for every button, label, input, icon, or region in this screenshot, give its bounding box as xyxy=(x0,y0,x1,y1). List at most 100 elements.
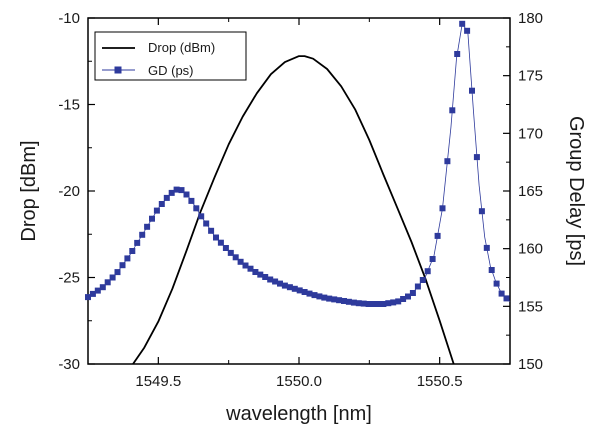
gd-marker xyxy=(493,280,500,287)
x-axis: 1549.5 1550.0 1550.5 xyxy=(87,18,511,390)
gd-marker xyxy=(375,301,382,307)
gd-marker xyxy=(380,301,387,307)
gd-marker xyxy=(341,298,347,304)
x-tick-label: 1550.0 xyxy=(276,373,322,390)
gd-marker xyxy=(336,297,343,304)
gd-marker xyxy=(272,278,279,285)
legend: Drop (dBm) GD (ps) xyxy=(94,31,247,81)
y2-tick-label: 160 xyxy=(518,241,543,258)
gd-marker xyxy=(296,287,303,294)
gd-marker xyxy=(385,300,392,307)
gd-marker xyxy=(252,269,259,275)
gd-marker xyxy=(134,239,141,246)
gd-marker xyxy=(277,280,283,287)
gd-marker xyxy=(281,282,288,289)
gd-marker xyxy=(242,262,249,269)
gd-marker xyxy=(291,285,298,292)
gd-marker xyxy=(158,201,165,207)
gd-marker xyxy=(365,301,372,307)
gd-marker xyxy=(119,262,126,269)
y-tick-label: -15 xyxy=(58,97,80,114)
legend-gd-marker xyxy=(114,66,122,74)
gd-marker xyxy=(129,248,136,254)
gd-marker xyxy=(99,284,106,291)
gd-marker xyxy=(459,20,466,27)
gd-marker xyxy=(409,290,416,296)
y2-tick-label: 155 xyxy=(518,298,543,315)
y-tick-label: -30 xyxy=(58,356,80,373)
gd-marker xyxy=(144,223,151,230)
gd-marker xyxy=(198,213,205,220)
gd-marker xyxy=(173,186,180,193)
y2-tick-label: 150 xyxy=(518,356,543,373)
gd-marker xyxy=(439,205,446,212)
gd-marker xyxy=(478,208,485,215)
drop-line xyxy=(132,55,455,365)
gd-marker xyxy=(350,299,357,306)
y2-tick-label: 175 xyxy=(518,68,543,85)
drop-series-layer xyxy=(132,55,455,365)
gd-marker xyxy=(227,249,234,256)
gd-marker xyxy=(469,87,475,94)
gd-marker xyxy=(306,290,313,297)
y2-axis-title: Group Delay [ps] xyxy=(565,116,587,266)
y-tick-label: -10 xyxy=(58,10,80,27)
gd-marker xyxy=(222,245,229,251)
gd-marker xyxy=(321,294,328,301)
gd-marker xyxy=(301,289,308,295)
gd-marker xyxy=(178,187,185,194)
y-axis-title: Drop [dBm] xyxy=(18,140,40,241)
gd-marker xyxy=(237,258,244,265)
gd-marker xyxy=(424,268,431,275)
gd-marker xyxy=(326,295,333,302)
gd-marker xyxy=(183,191,190,198)
gd-marker xyxy=(390,299,397,306)
gd-marker xyxy=(503,295,510,302)
gd-marker xyxy=(104,279,111,286)
gd-marker xyxy=(193,205,200,212)
gd-marker xyxy=(488,267,495,273)
gd-marker xyxy=(400,296,407,302)
legend-gd-label: GD (ps) xyxy=(148,63,194,78)
gd-marker xyxy=(208,227,215,234)
gd-marker xyxy=(419,277,426,283)
gd-marker xyxy=(345,298,352,305)
gd-marker xyxy=(232,254,239,261)
gd-marker xyxy=(464,27,471,34)
gd-marker xyxy=(203,220,210,227)
y-axis-left: -30 -25 -20 -15 -10 xyxy=(58,10,95,373)
gd-series-layer xyxy=(85,20,511,307)
gd-marker xyxy=(163,194,170,201)
y2-tick-label: 170 xyxy=(518,125,543,142)
gd-marker xyxy=(188,197,195,204)
x-axis-title: wavelength [nm] xyxy=(225,403,372,425)
gd-marker xyxy=(395,298,402,305)
gd-marker xyxy=(139,231,146,238)
gd-marker xyxy=(483,244,490,251)
y2-tick-label: 165 xyxy=(518,183,543,200)
gd-marker xyxy=(360,300,367,307)
gd-marker xyxy=(109,274,116,281)
gd-marker xyxy=(85,294,91,301)
gd-marker xyxy=(316,293,323,300)
gd-marker xyxy=(449,107,456,114)
gd-marker xyxy=(168,189,175,196)
gd-marker xyxy=(153,207,160,214)
gd-marker xyxy=(434,232,441,239)
gd-marker xyxy=(454,51,461,57)
gd-marker xyxy=(267,276,274,283)
gd-marker xyxy=(355,300,362,307)
gd-marker xyxy=(213,234,219,241)
gd-marker xyxy=(286,284,293,291)
x-tick-label: 1550.5 xyxy=(417,373,463,390)
gd-marker xyxy=(247,265,254,272)
gd-marker xyxy=(473,154,480,161)
gd-marker xyxy=(217,239,224,246)
y2-tick-label: 180 xyxy=(518,10,543,27)
gd-marker xyxy=(405,293,411,300)
gd-marker xyxy=(124,255,131,262)
gd-marker xyxy=(414,283,421,290)
gd-marker xyxy=(331,296,338,303)
gd-marker xyxy=(262,274,269,280)
